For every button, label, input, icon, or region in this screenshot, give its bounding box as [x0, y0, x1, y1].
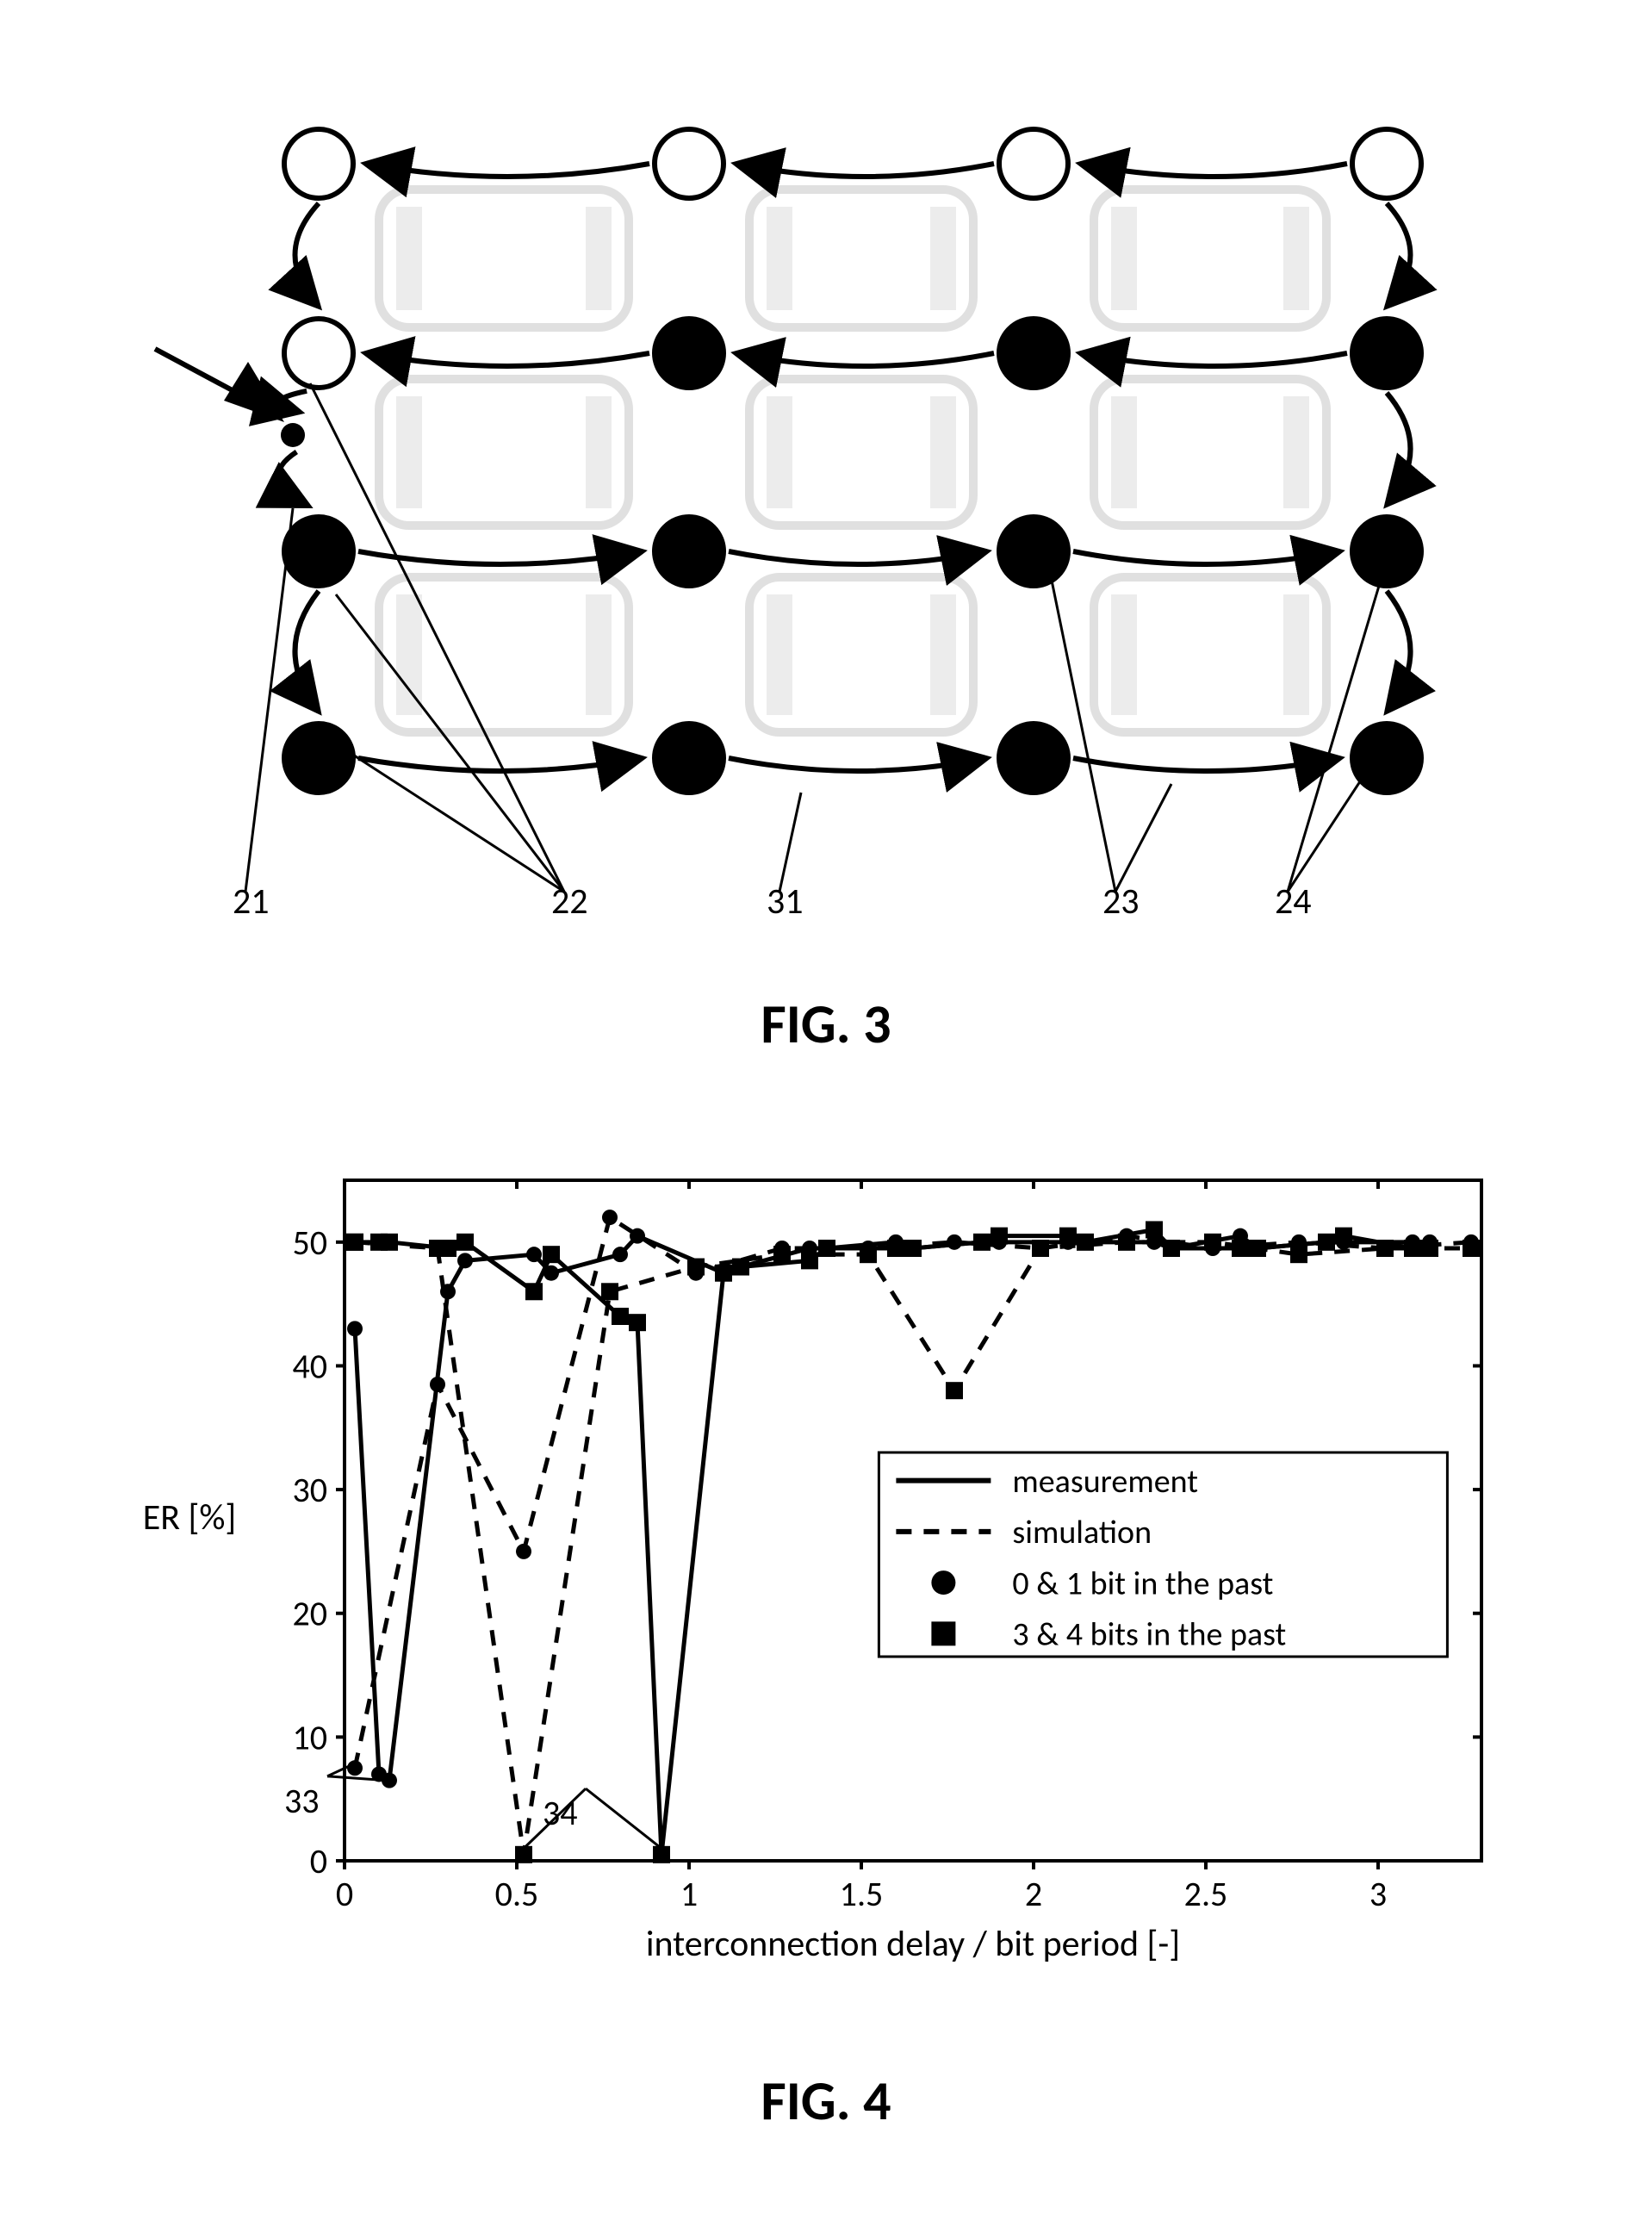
node-n22 [999, 517, 1068, 586]
marker [346, 1234, 363, 1251]
node-n23 [1352, 517, 1421, 586]
xtick: 1.5 [840, 1873, 884, 1915]
marker [457, 1253, 473, 1268]
annot-34: 34 [543, 1792, 578, 1834]
marker [687, 1259, 705, 1276]
marker [612, 1308, 629, 1325]
ytick: 10 [292, 1716, 327, 1758]
marker [1118, 1234, 1135, 1251]
ytick: 50 [292, 1222, 327, 1264]
marker [1032, 1240, 1049, 1257]
ylabel: ER [%] [143, 1496, 237, 1539]
marker [653, 1846, 670, 1863]
marker [715, 1265, 732, 1282]
xlabel: interconnection delay / bit period [-] [646, 1922, 1180, 1966]
marker [887, 1240, 904, 1257]
marker [515, 1846, 532, 1863]
fig3-svg: 21 22 23 24 31 [138, 78, 1516, 939]
marker [1290, 1246, 1307, 1263]
marker [1146, 1221, 1163, 1238]
node-n21 [655, 517, 724, 586]
annot-21: 21 [233, 880, 270, 924]
marker [526, 1247, 542, 1262]
node-n11 [655, 319, 724, 388]
node-n10 [284, 319, 353, 388]
marker [1463, 1240, 1480, 1257]
node-n33 [1352, 724, 1421, 793]
xtick: 0.5 [495, 1873, 539, 1915]
marker [860, 1246, 877, 1263]
marker [602, 1210, 618, 1225]
annot-22: 22 [551, 880, 588, 924]
node-n20 [284, 517, 353, 586]
xtick: 1 [680, 1873, 698, 1915]
marker [525, 1283, 543, 1300]
ytick: 0 [310, 1840, 327, 1882]
marker [1077, 1234, 1094, 1251]
node-n13 [1352, 319, 1421, 388]
marker [429, 1240, 446, 1257]
node-n31 [655, 724, 724, 793]
node-n02 [999, 129, 1068, 198]
annot-31: 31 [767, 880, 804, 924]
node-n12 [999, 319, 1068, 388]
xtick: 2 [1025, 1873, 1042, 1915]
fig4-svg: 00.511.522.5301020304050interconnection … [138, 1146, 1516, 2007]
legend-label: measurement [1012, 1462, 1198, 1502]
marker [612, 1247, 628, 1262]
fig4-caption: FIG. 4 [0, 2068, 1652, 2135]
annot-23: 23 [1102, 880, 1140, 924]
xtick: 2.5 [1184, 1873, 1228, 1915]
marker [1318, 1234, 1335, 1251]
marker [1059, 1228, 1077, 1245]
marker [1376, 1240, 1394, 1257]
node-n01 [655, 129, 724, 198]
legend-label: simulation [1012, 1513, 1152, 1552]
marker [456, 1234, 474, 1251]
marker [904, 1240, 922, 1257]
fig3-caption: FIG. 3 [0, 991, 1652, 1058]
ytick: 30 [292, 1469, 327, 1511]
ytick: 40 [292, 1345, 327, 1387]
marker [347, 1321, 363, 1336]
marker [1232, 1240, 1249, 1257]
marker [973, 1234, 991, 1251]
marker [773, 1246, 791, 1263]
marker [543, 1246, 560, 1263]
figure-4: 00.511.522.5301020304050interconnection … [138, 1146, 1516, 2007]
annot-24: 24 [1275, 880, 1312, 924]
marker [430, 1377, 445, 1392]
marker [1335, 1228, 1352, 1245]
ytick: 20 [292, 1593, 327, 1635]
input-node [281, 423, 305, 447]
node-n03 [1352, 129, 1421, 198]
xtick: 3 [1369, 1873, 1387, 1915]
xtick: 0 [336, 1873, 353, 1915]
legend-label: 0 & 1 bit in the past [1012, 1564, 1273, 1603]
annot-33: 33 [284, 1780, 320, 1822]
marker [946, 1382, 963, 1399]
figure-3: 21 22 23 24 31 [138, 78, 1516, 939]
marker [601, 1283, 618, 1300]
marker [516, 1544, 531, 1559]
marker [1204, 1234, 1221, 1251]
node-n00 [284, 129, 353, 198]
marker [629, 1314, 646, 1331]
node-n30 [284, 724, 353, 793]
legend-label: 3 & 4 bits in the past [1012, 1615, 1286, 1655]
marker [991, 1228, 1008, 1245]
node-n32 [999, 724, 1068, 793]
